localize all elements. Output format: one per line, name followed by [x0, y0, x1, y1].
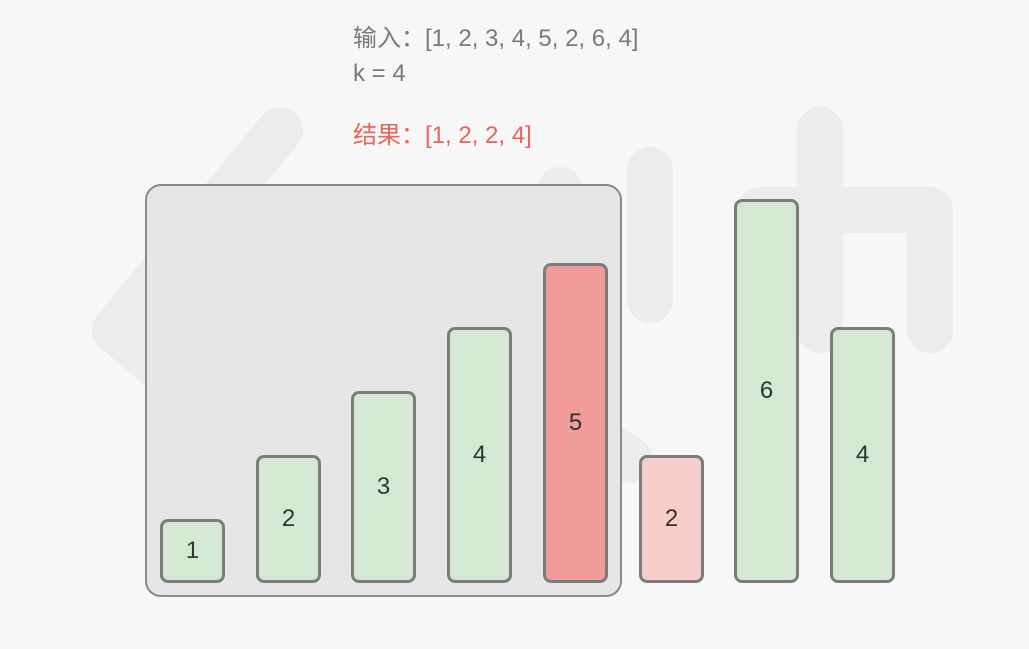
bar-6: 6: [734, 199, 799, 583]
bar-4: 5: [543, 263, 608, 583]
bar-1: 2: [256, 455, 321, 583]
bar-7: 4: [830, 327, 895, 583]
input-label: 输入：[1, 2, 3, 4, 5, 2, 6, 4]: [353, 25, 639, 52]
bar-2: 3: [351, 391, 416, 583]
k-label: k = 4: [353, 60, 406, 87]
bar-0: 1: [160, 519, 225, 583]
result-label: 结果：[1, 2, 2, 4]: [353, 122, 532, 149]
bar-3: 4: [447, 327, 512, 583]
bar-5: 2: [639, 455, 704, 583]
